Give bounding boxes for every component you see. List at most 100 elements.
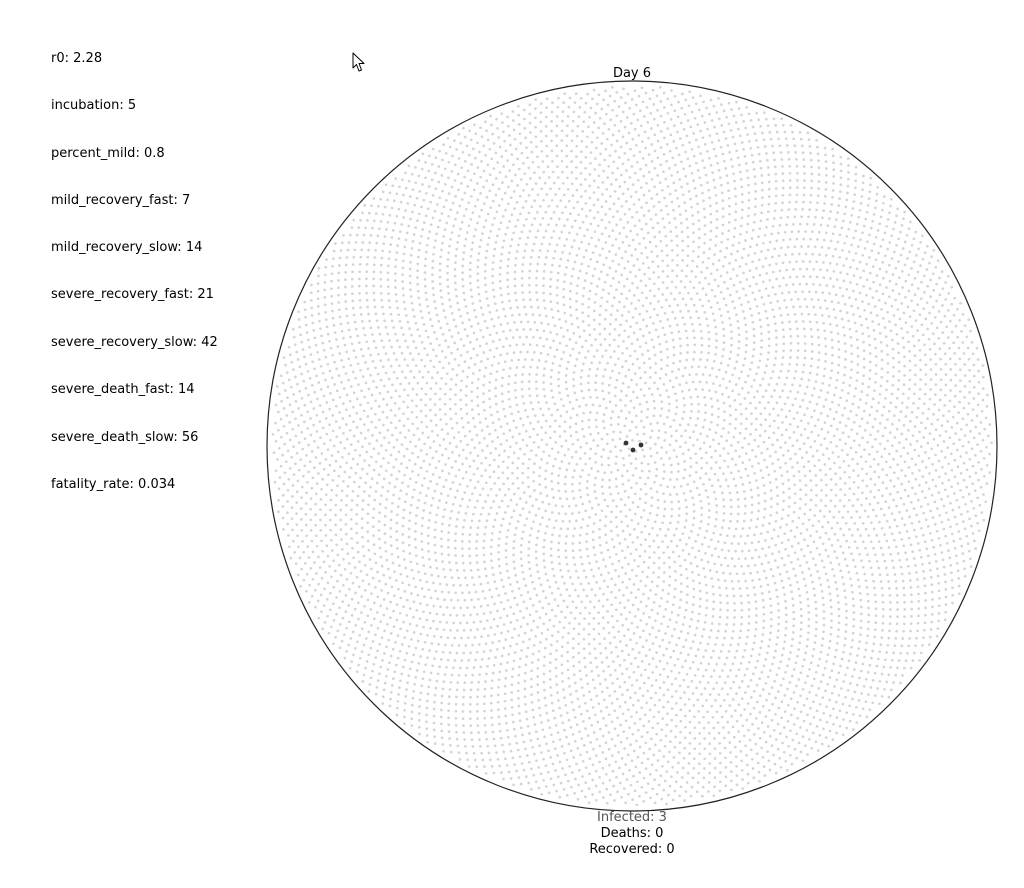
healthy-dot	[677, 554, 681, 558]
healthy-dot	[467, 591, 471, 594]
healthy-dot	[621, 456, 625, 460]
healthy-dot	[590, 343, 593, 347]
healthy-dot	[846, 453, 849, 457]
healthy-dot	[549, 292, 552, 296]
healthy-dot	[600, 485, 604, 489]
healthy-dot	[713, 472, 717, 476]
healthy-dot	[777, 254, 781, 258]
healthy-dot	[434, 559, 438, 562]
healthy-dot	[898, 441, 901, 444]
healthy-dot	[475, 540, 479, 543]
healthy-dot	[815, 320, 819, 324]
healthy-dot	[628, 533, 632, 536]
healthy-dot	[554, 193, 557, 196]
healthy-dot	[686, 244, 690, 248]
healthy-dot	[486, 304, 490, 307]
healthy-dot	[616, 210, 619, 213]
healthy-dot	[579, 445, 583, 449]
healthy-dot	[424, 257, 427, 261]
healthy-dot	[552, 526, 556, 530]
healthy-dot	[652, 601, 656, 604]
healthy-dot	[526, 466, 530, 470]
healthy-dot	[700, 506, 704, 510]
healthy-dot	[628, 610, 632, 614]
healthy-dot	[700, 543, 704, 546]
healthy-dot	[734, 210, 738, 214]
healthy-dot	[754, 666, 757, 669]
healthy-dot	[829, 440, 833, 444]
healthy-dot	[638, 345, 642, 349]
healthy-dot	[369, 353, 373, 357]
healthy-dot	[738, 431, 742, 435]
healthy-dot	[529, 255, 533, 259]
healthy-dot	[655, 192, 659, 196]
healthy-dot	[739, 661, 743, 665]
healthy-dot	[730, 557, 734, 560]
healthy-dot	[727, 229, 731, 233]
healthy-dot	[763, 458, 766, 462]
healthy-dot	[714, 431, 718, 435]
healthy-dot	[591, 538, 595, 542]
healthy-dot	[402, 605, 405, 609]
healthy-dot	[507, 390, 510, 394]
healthy-dot	[560, 575, 564, 579]
healthy-dot	[645, 309, 649, 313]
healthy-dot	[810, 394, 814, 397]
healthy-dot	[547, 176, 551, 179]
healthy-dot	[780, 246, 783, 250]
healthy-dot	[845, 399, 849, 403]
healthy-dot	[411, 495, 414, 499]
healthy-dot	[565, 266, 568, 269]
healthy-dot	[548, 242, 551, 246]
healthy-dot	[389, 453, 393, 457]
healthy-dot	[588, 173, 592, 176]
healthy-dot	[852, 421, 856, 424]
healthy-dot	[426, 436, 430, 439]
healthy-dot	[366, 415, 370, 418]
healthy-dot	[595, 411, 599, 415]
healthy-dot	[612, 202, 616, 206]
healthy-dot	[796, 341, 800, 345]
healthy-dot	[698, 493, 701, 497]
healthy-dot	[408, 552, 412, 555]
healthy-dot	[557, 474, 561, 477]
healthy-dot	[690, 269, 694, 273]
healthy-dot	[800, 548, 803, 551]
healthy-dot	[875, 314, 879, 317]
healthy-dot	[423, 442, 426, 446]
healthy-dot	[780, 208, 784, 212]
healthy-dot	[722, 698, 726, 702]
healthy-dot	[697, 316, 700, 320]
healthy-dot	[660, 249, 664, 253]
healthy-dot	[656, 421, 659, 425]
healthy-dot	[429, 419, 433, 423]
healthy-dot	[824, 548, 828, 552]
healthy-dot	[401, 280, 405, 283]
healthy-dot	[717, 259, 721, 262]
healthy-dot	[716, 423, 719, 427]
healthy-dot	[634, 425, 638, 429]
healthy-dot	[722, 334, 726, 338]
healthy-dot	[803, 413, 806, 417]
healthy-dot	[903, 374, 906, 377]
healthy-dot	[548, 585, 552, 589]
healthy-dot	[401, 524, 405, 528]
healthy-dot	[633, 722, 637, 725]
healthy-dot	[652, 414, 656, 418]
healthy-dot	[798, 479, 802, 482]
healthy-dot	[864, 579, 868, 583]
healthy-dot	[721, 215, 725, 219]
healthy-dot	[570, 455, 574, 459]
healthy-dot	[564, 475, 567, 479]
healthy-dot	[585, 540, 588, 544]
healthy-dot	[875, 559, 879, 563]
healthy-dot	[456, 241, 460, 244]
healthy-dot	[590, 724, 594, 727]
healthy-dot	[737, 326, 740, 330]
healthy-dot	[367, 347, 370, 350]
healthy-dot	[772, 217, 776, 220]
healthy-dot	[534, 236, 538, 239]
healthy-dot	[713, 562, 717, 566]
healthy-dot	[514, 526, 518, 530]
healthy-dot	[831, 567, 834, 571]
